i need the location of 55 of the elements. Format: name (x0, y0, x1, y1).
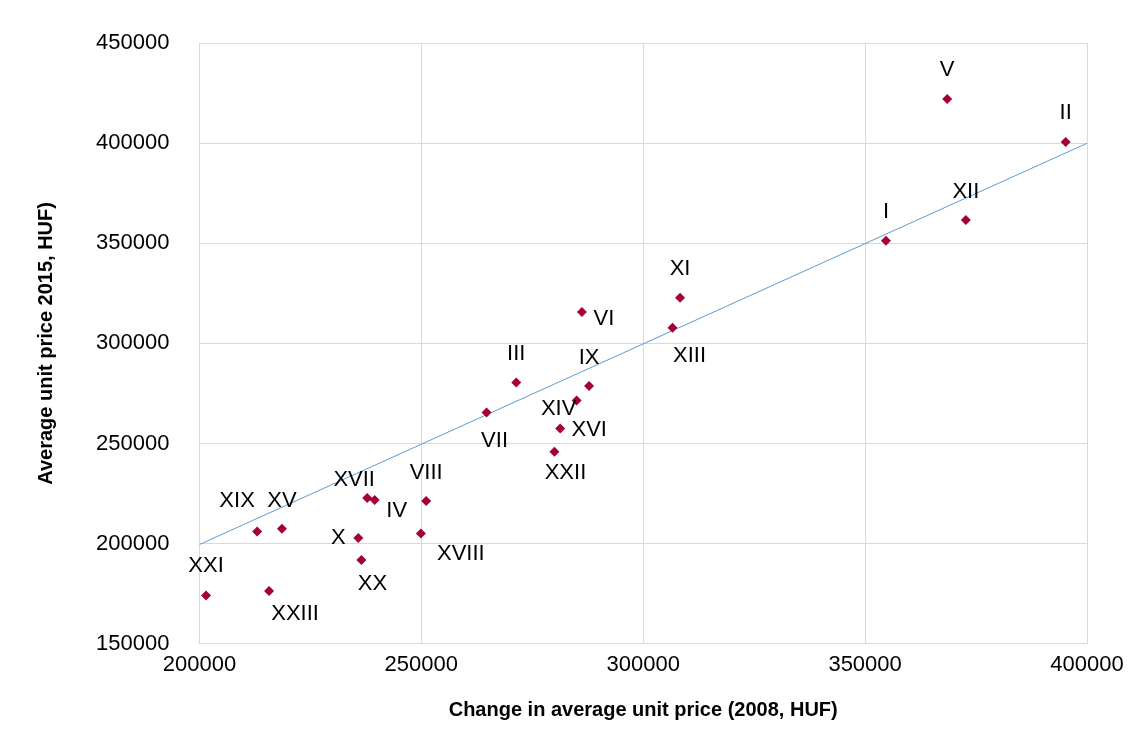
annotation: XIX (219, 486, 256, 512)
annotation: I (882, 197, 890, 223)
point (555, 423, 566, 434)
annotation: XXI (188, 551, 224, 577)
y-tick-label: 300000 (95, 329, 170, 355)
annotation: XII (952, 177, 980, 203)
point (481, 407, 492, 418)
annotation: VII (481, 426, 508, 452)
annotation: X (330, 523, 346, 549)
point (549, 446, 560, 457)
x-tick-label: 400000 (1050, 650, 1124, 676)
annotation: XX (357, 570, 388, 596)
x-tick-label: 350000 (828, 650, 902, 676)
point (1060, 137, 1071, 148)
annotation: XXII (544, 458, 587, 484)
point (667, 322, 678, 333)
point (362, 493, 373, 504)
point (584, 381, 595, 392)
point (675, 292, 686, 303)
y-tick-label: 450000 (95, 29, 170, 55)
annotation: VIII (409, 459, 443, 485)
point (942, 94, 953, 105)
y-tick-label: 200000 (95, 529, 170, 555)
point (353, 532, 364, 543)
point (511, 377, 522, 388)
point (369, 495, 380, 506)
annotation: XVIII (437, 539, 485, 565)
point (356, 554, 367, 565)
annotation: III (507, 340, 526, 366)
annotation: XXIII (271, 600, 319, 626)
annotation: IV (386, 497, 408, 523)
y-tick-label: 350000 (95, 229, 170, 255)
annotation: V (939, 56, 955, 82)
point (252, 526, 263, 537)
annotation: XVII (333, 466, 375, 492)
x-tick-label: 250000 (384, 650, 459, 676)
point (960, 214, 971, 225)
point (576, 306, 587, 317)
annotation: XI (669, 254, 691, 280)
point (264, 585, 275, 596)
annotation: IX (578, 344, 600, 370)
point (415, 528, 426, 539)
x-tick-label: 300000 (606, 650, 680, 676)
point (421, 496, 432, 507)
annotation: II (1059, 99, 1072, 125)
y-axis-title: Average unit price 2015, HUF) (33, 202, 56, 485)
point (880, 235, 891, 246)
annotation: VI (593, 305, 615, 331)
annotation: XV (267, 486, 297, 512)
annotation: XIII (672, 341, 706, 367)
x-axis-title: Change in average unit price (2008, HUF) (448, 697, 838, 720)
point (276, 523, 287, 534)
point (201, 590, 212, 601)
y-tick-label: 400000 (95, 129, 170, 155)
y-tick-label: 250000 (95, 429, 170, 455)
